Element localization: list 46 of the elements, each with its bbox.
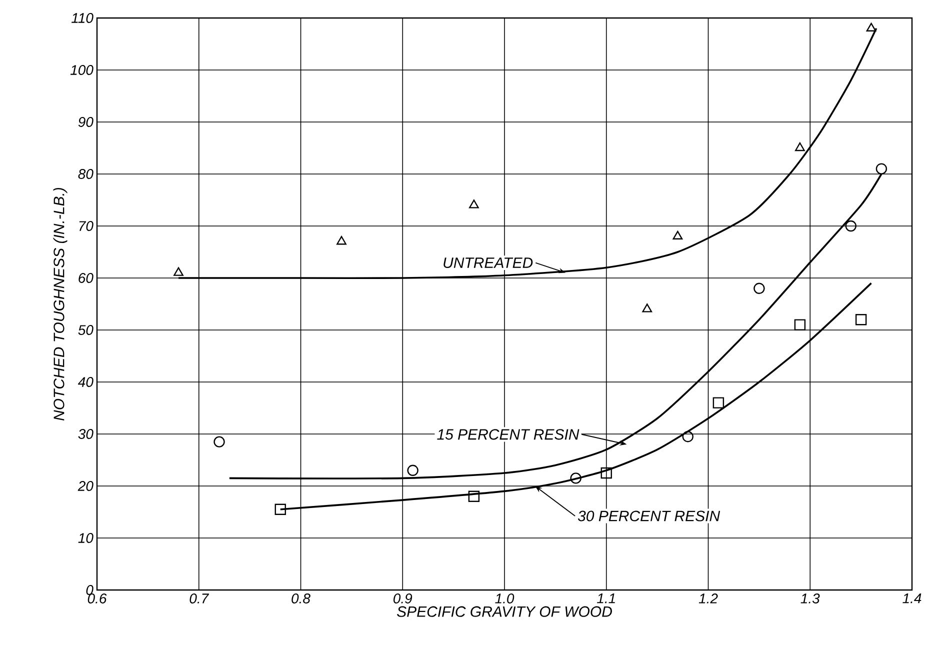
y-tick-label: 60 bbox=[78, 273, 94, 283]
y-tick-label: 10 bbox=[78, 533, 94, 543]
point bbox=[174, 267, 184, 276]
point bbox=[570, 472, 582, 484]
y-axis-title: NOTCHED TOUGHNESS (IN.-LB.) bbox=[53, 188, 68, 420]
y-tick-label: 30 bbox=[78, 429, 94, 439]
point bbox=[600, 467, 612, 479]
point bbox=[274, 504, 286, 515]
x-axis-title: SPECIFIC GRAVITY OF WOOD bbox=[396, 606, 612, 617]
point bbox=[407, 464, 418, 476]
x-tick-label: 1.0 bbox=[495, 594, 514, 604]
x-tick-label: 1.3 bbox=[800, 594, 820, 604]
point bbox=[672, 230, 683, 240]
y-tick-label: 80 bbox=[78, 169, 94, 179]
point bbox=[642, 304, 652, 312]
point bbox=[469, 200, 479, 208]
x-tick-label: 0.7 bbox=[190, 594, 210, 604]
point bbox=[845, 220, 856, 232]
point bbox=[795, 142, 805, 152]
x-tick-label: 1.2 bbox=[698, 594, 718, 604]
point bbox=[468, 490, 480, 502]
point bbox=[712, 397, 724, 408]
y-tick-label: 50 bbox=[78, 325, 94, 335]
y-tick-label: 100 bbox=[70, 65, 94, 75]
x-tick-label: 0.9 bbox=[394, 594, 412, 604]
point bbox=[214, 436, 225, 448]
y-tick-label: 0 bbox=[86, 585, 94, 595]
point bbox=[855, 314, 867, 326]
point bbox=[866, 22, 876, 32]
x-tick-label: 1.4 bbox=[902, 594, 922, 604]
point bbox=[336, 236, 346, 245]
x-tick-label: 1.1 bbox=[597, 594, 615, 604]
point bbox=[682, 431, 694, 442]
annotation: 15 PERCENT RESIN bbox=[437, 429, 580, 440]
x-tick-label: 0.6 bbox=[88, 594, 107, 604]
point bbox=[794, 319, 806, 330]
annotation: 30 PERCENT RESIN bbox=[578, 510, 720, 522]
y-tick-label: 20 bbox=[78, 481, 94, 491]
y-tick-label: 40 bbox=[78, 377, 94, 387]
annotation: UNTREATED bbox=[444, 258, 533, 268]
x-tick-label: 0.8 bbox=[292, 594, 310, 604]
point bbox=[754, 282, 765, 294]
point bbox=[876, 163, 888, 174]
y-tick-label: 110 bbox=[72, 13, 94, 23]
y-tick-label: 70 bbox=[79, 221, 94, 231]
y-tick-label: 90 bbox=[78, 117, 94, 127]
